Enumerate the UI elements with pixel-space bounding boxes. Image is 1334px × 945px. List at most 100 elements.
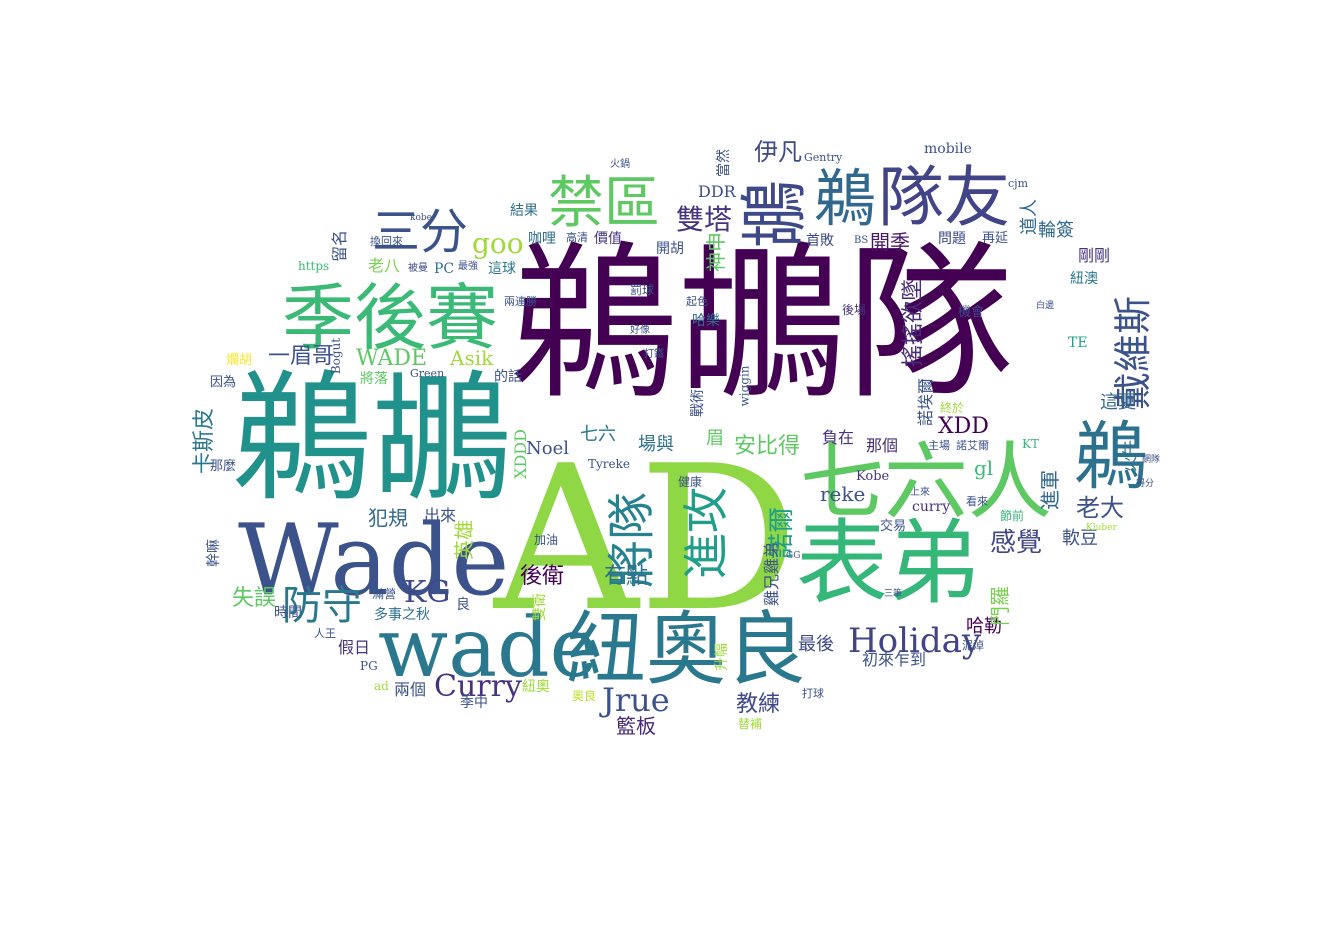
word-cloud-term: PC	[434, 261, 455, 277]
word-cloud-term: 鶘	[736, 179, 816, 249]
word-cloud-term: 犯規	[368, 506, 408, 530]
word-cloud-term: 良	[456, 597, 470, 613]
word-cloud-term: 負在	[822, 428, 855, 447]
word-cloud-term: 籃板	[616, 714, 656, 738]
word-cloud-term: 失誤	[232, 586, 277, 611]
word-cloud-term: KT	[1022, 437, 1039, 451]
word-cloud-term: 鵜鶘	[232, 358, 513, 521]
word-cloud-term: ad	[374, 679, 389, 693]
word-cloud-term: 兩個	[394, 680, 427, 699]
word-cloud-term: 打球	[802, 687, 824, 700]
word-cloud-term: 初來乍到	[862, 650, 927, 669]
word-cloud-term: 鵜	[814, 162, 877, 235]
word-cloud-term: 加油	[534, 533, 559, 547]
word-cloud-term: Kobe	[856, 469, 890, 484]
word-cloud-term: gl	[974, 456, 994, 480]
word-cloud-term: 奧良	[572, 689, 597, 703]
word-cloud-term: 假日	[338, 638, 371, 657]
word-cloud-term: 網隊	[1142, 455, 1161, 465]
word-cloud-term: 後場	[842, 303, 867, 317]
word-cloud-term: 再延	[982, 231, 1009, 246]
word-cloud-term: 終於	[940, 401, 965, 415]
word-cloud-term: 開胡	[656, 241, 684, 257]
word-cloud-term: 伊凡	[754, 138, 802, 166]
word-cloud-term: AD	[494, 423, 799, 656]
word-cloud-term: 將落	[360, 371, 388, 387]
word-cloud-term: 剛剛	[1078, 246, 1111, 265]
word-cloud-term: 雙衛	[532, 593, 548, 621]
word-cloud-term: 老八	[368, 256, 401, 275]
word-cloud-term: Tyreke	[588, 457, 630, 471]
word-cloud-term: 白邊	[1036, 301, 1055, 311]
word-cloud-term: 替補	[738, 717, 763, 731]
word-cloud-term: 的話	[494, 369, 522, 385]
word-cloud-term: Green	[410, 367, 445, 380]
word-cloud-term: 諾埃爾	[916, 377, 936, 427]
word-cloud-term: 進攻	[679, 487, 733, 579]
word-cloud-term: 那麼	[210, 459, 237, 474]
word-cloud-term: TE	[1068, 335, 1088, 351]
word-cloud-term: 主場	[928, 439, 950, 452]
word-cloud-term: 滿營	[372, 587, 397, 601]
word-cloud-term: 機會	[958, 305, 985, 320]
word-cloud-term: 起色	[686, 295, 708, 308]
word-cloud-term: 當然	[716, 149, 732, 177]
word-cloud-term: 七六	[580, 424, 616, 445]
word-cloud-term: 進軍	[1038, 470, 1062, 510]
word-cloud-term: reke	[820, 482, 866, 506]
word-cloud-term: 後衛	[520, 564, 565, 589]
word-cloud-term: 高清	[566, 231, 588, 244]
word-cloud-term: Wade	[238, 504, 510, 618]
word-cloud-term: 爛胡	[226, 353, 253, 368]
word-cloud-term: WADE	[356, 346, 428, 371]
word-cloud-term: 三筆	[884, 589, 903, 599]
word-cloud-term: 有點	[604, 564, 649, 589]
word-cloud-term: 季中	[460, 695, 488, 711]
word-cloud-term: PG	[360, 659, 378, 673]
word-cloud-term: 鵜	[1074, 414, 1148, 500]
word-cloud-term: 七六人	[800, 433, 1053, 531]
word-cloud-term: 因為	[210, 375, 237, 390]
word-cloud-term: 出來	[424, 506, 457, 525]
word-cloud-term: 結果	[510, 203, 538, 219]
word-cloud-term: 這球	[488, 261, 516, 277]
word-cloud-term: Gentry	[804, 151, 843, 164]
word-cloud-term: 搖搖欲墜	[901, 278, 927, 368]
word-cloud-term: 禁區	[548, 171, 660, 236]
word-cloud-term: 諾艾爾	[956, 439, 989, 452]
word-cloud-term: 安比得	[734, 434, 801, 459]
word-cloud-term: 英雄	[452, 520, 476, 560]
word-cloud-term: Noel	[526, 438, 569, 459]
word-cloud-term: 感覺	[990, 528, 1043, 558]
word-cloud-term: 軟豆	[1062, 528, 1098, 549]
word-cloud-term: 好像	[630, 325, 650, 336]
word-cloud-term: 教練	[736, 692, 781, 717]
word-cloud-term: 打鐵	[644, 349, 664, 360]
word-cloud-term: kobe	[410, 213, 432, 223]
word-cloud-term: 看來	[966, 495, 988, 508]
word-cloud-term: 紐澳	[1070, 271, 1098, 287]
word-cloud-term: https	[298, 259, 330, 273]
word-cloud-term: Jrue	[602, 681, 670, 719]
word-cloud-term: XDD	[938, 414, 989, 439]
word-cloud-term: 交易	[880, 519, 907, 534]
word-cloud-term: DDR	[698, 182, 736, 201]
word-cloud-term: 門羅	[988, 586, 1012, 626]
word-cloud-term: 最強	[458, 261, 478, 272]
word-cloud-term: 上來	[910, 487, 930, 498]
word-cloud-term: 三分	[372, 204, 469, 260]
word-cloud-term: BS	[854, 235, 869, 246]
word-cloud-term: wiggin	[737, 365, 752, 407]
word-cloud-term: cjm	[1008, 177, 1029, 190]
word-cloud-term: 得分	[1136, 479, 1155, 489]
word-cloud-term: Kluber	[1086, 523, 1117, 533]
word-cloud-term: mobile	[924, 141, 972, 157]
word-cloud-term: 老大	[1076, 494, 1124, 522]
word-cloud-term: 哈勒	[966, 616, 1002, 637]
word-cloud-term: 雙塔	[676, 203, 733, 236]
word-cloud-term: 換回來	[370, 235, 403, 248]
word-cloud-term: 兩連勝	[504, 295, 537, 308]
word-cloud-term: 被曼	[408, 263, 428, 274]
word-cloud-term: wade	[378, 601, 599, 696]
word-cloud-term: 道人	[1019, 199, 1040, 235]
